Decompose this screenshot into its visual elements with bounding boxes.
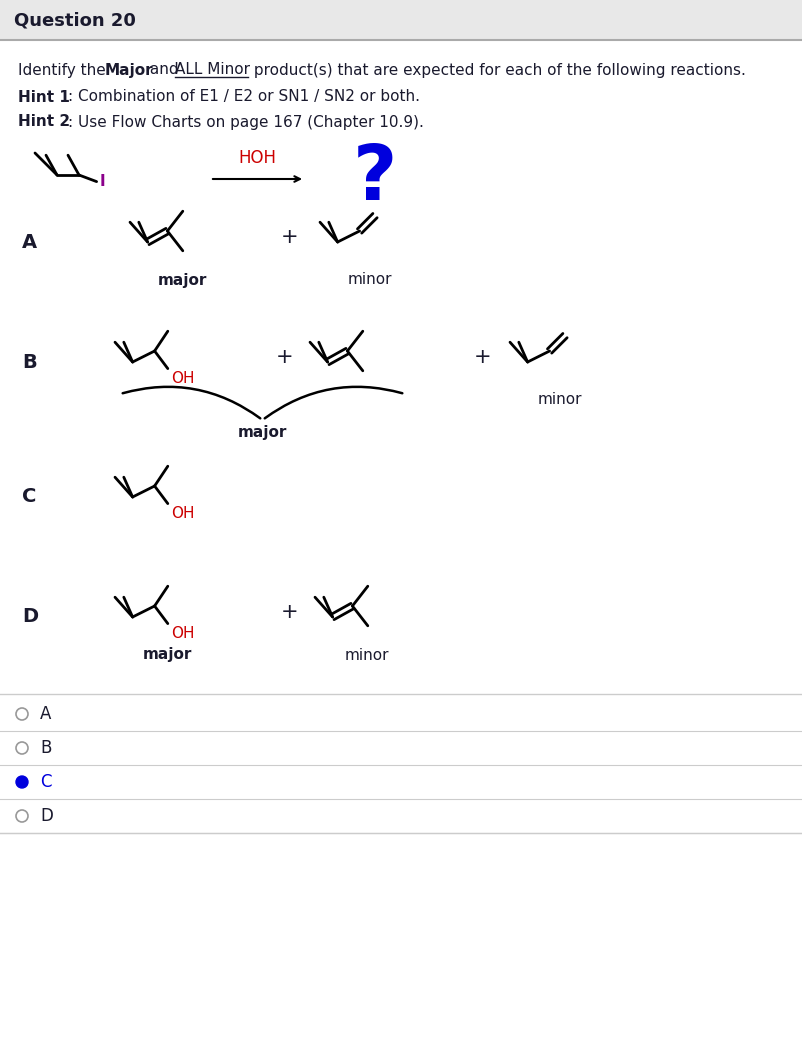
Text: minor: minor xyxy=(348,273,392,288)
Circle shape xyxy=(16,810,28,822)
Text: minor: minor xyxy=(345,648,389,663)
Text: OH: OH xyxy=(171,626,194,640)
Text: +: + xyxy=(282,602,299,622)
Text: B: B xyxy=(40,739,51,757)
Text: OH: OH xyxy=(171,371,194,386)
Text: OH: OH xyxy=(171,506,194,520)
Text: and: and xyxy=(145,63,184,78)
Text: : Combination of E1 / E2 or SN1 / SN2 or both.: : Combination of E1 / E2 or SN1 / SN2 or… xyxy=(68,89,420,104)
Text: : Use Flow Charts on page 167 (Chapter 10.9).: : Use Flow Charts on page 167 (Chapter 1… xyxy=(68,115,424,130)
Text: C: C xyxy=(22,487,36,507)
Text: ALL Minor: ALL Minor xyxy=(175,63,250,78)
Text: ?: ? xyxy=(353,142,397,216)
Circle shape xyxy=(16,742,28,754)
Text: major: major xyxy=(157,273,207,288)
Text: product(s) that are expected for each of the following reactions.: product(s) that are expected for each of… xyxy=(249,63,746,78)
Text: D: D xyxy=(40,807,53,825)
Text: +: + xyxy=(276,347,294,367)
Text: Identify the: Identify the xyxy=(18,63,111,78)
Text: +: + xyxy=(474,347,492,367)
Text: major: major xyxy=(238,425,287,440)
Text: Hint 1: Hint 1 xyxy=(18,89,70,104)
Text: B: B xyxy=(22,353,37,372)
Text: Major: Major xyxy=(105,63,154,78)
Text: HOH: HOH xyxy=(238,149,277,167)
Text: D: D xyxy=(22,607,38,627)
Text: Hint 2: Hint 2 xyxy=(18,115,70,130)
Text: minor: minor xyxy=(538,393,582,408)
Circle shape xyxy=(16,708,28,720)
Text: I: I xyxy=(99,174,105,189)
Text: C: C xyxy=(40,773,51,791)
Text: major: major xyxy=(142,648,192,663)
Text: A: A xyxy=(40,705,51,723)
Bar xyxy=(0,0,802,40)
Text: A: A xyxy=(22,233,37,252)
Circle shape xyxy=(16,776,28,788)
Text: +: + xyxy=(282,227,299,247)
Text: Question 20: Question 20 xyxy=(14,11,136,29)
